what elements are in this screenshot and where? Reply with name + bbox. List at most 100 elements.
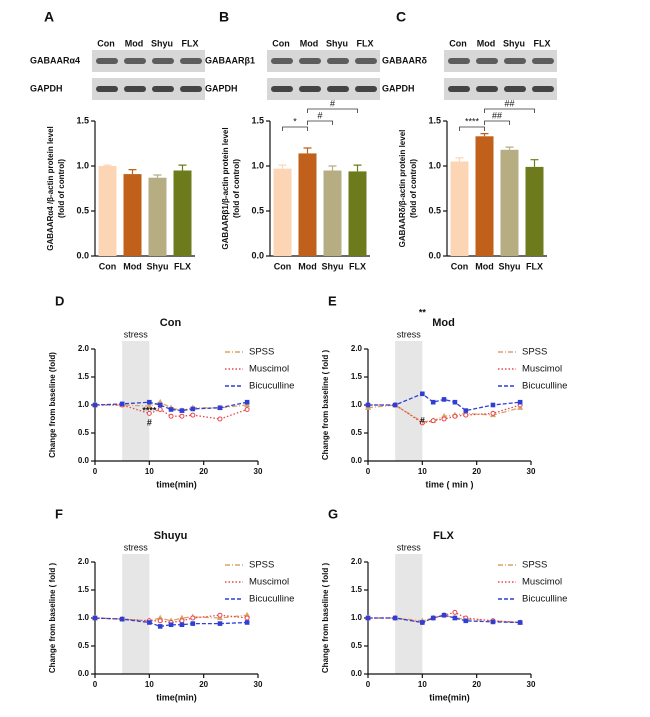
- x-tick-label: Shyu: [321, 261, 343, 271]
- series-marker: [441, 416, 447, 422]
- y-tick-label: 0.0: [78, 456, 90, 465]
- series-marker: [92, 615, 98, 621]
- series-marker: [179, 622, 185, 628]
- panel-letter: D: [55, 293, 64, 308]
- bar: [525, 166, 544, 256]
- legend-label: Bicuculline: [522, 594, 567, 605]
- series-marker: [430, 399, 436, 405]
- y-tick-label: 2.0: [78, 557, 90, 566]
- series-marker: [365, 615, 371, 621]
- significance-label: #: [420, 415, 425, 425]
- x-tick-label: Mod: [475, 261, 494, 271]
- series-marker: [147, 399, 152, 405]
- blot-row-label: GABAARβ1: [205, 55, 255, 65]
- x-axis-label: time(min): [156, 479, 197, 489]
- error-bar: [455, 157, 464, 162]
- significance-bracket: [307, 108, 358, 113]
- y-tick-label: 0.0: [251, 250, 264, 260]
- series-marker: [168, 413, 174, 419]
- x-tick-label: FLX: [349, 261, 366, 271]
- blot-image: [444, 50, 557, 72]
- series-marker: [517, 620, 523, 625]
- series-marker: [168, 622, 174, 628]
- bar: [323, 170, 342, 256]
- y-tick-label: 1.0: [428, 160, 441, 170]
- y-tick-label: 0.0: [78, 669, 90, 678]
- x-tick-label: 0: [366, 467, 371, 476]
- blot-band: [124, 58, 146, 64]
- y-tick-label: 0.5: [428, 205, 441, 215]
- blot-lane-label: Shyu: [151, 38, 173, 48]
- blot-lane-label: Mod: [477, 38, 496, 48]
- blot-band: [299, 86, 321, 92]
- y-tick-label: 0.0: [351, 456, 363, 465]
- y-axis-label: (fold of control): [232, 159, 241, 218]
- y-tick-label: 0.0: [351, 669, 363, 678]
- error-bar: [178, 164, 187, 171]
- x-tick-label: 30: [254, 467, 263, 476]
- series-marker: [463, 618, 469, 624]
- y-tick-label: 1.5: [78, 372, 90, 381]
- legend-label: Muscimol: [249, 364, 289, 375]
- blot-band: [327, 86, 349, 92]
- error-bar: [480, 133, 489, 137]
- panel-letter: A: [44, 9, 54, 25]
- blot-band: [532, 86, 554, 92]
- legend-label: SPSS: [249, 347, 274, 358]
- y-tick-label: 1.5: [428, 115, 441, 125]
- series-marker: [244, 406, 250, 412]
- x-tick-label: 10: [418, 467, 427, 476]
- series-marker: [490, 619, 496, 625]
- blot-band: [448, 58, 470, 64]
- blot-row-label: GAPDH: [205, 83, 238, 93]
- significance-bracket: [484, 108, 535, 113]
- series-marker: [157, 402, 163, 408]
- y-tick-label: 2.0: [351, 557, 363, 566]
- series-marker: [452, 609, 458, 615]
- error-bar: [303, 147, 312, 154]
- y-tick-label: 1.0: [78, 613, 90, 622]
- blot-image: [444, 78, 557, 100]
- series-marker: [217, 612, 223, 618]
- bar: [148, 177, 167, 256]
- blot-band: [476, 58, 498, 64]
- y-tick-label: 1.5: [251, 115, 264, 125]
- panel-letter: F: [55, 506, 63, 521]
- panel-letter: B: [219, 9, 229, 25]
- blot-row-label: GABAARδ: [382, 55, 427, 65]
- series-marker: [190, 615, 196, 621]
- y-tick-label: 2.0: [351, 344, 363, 353]
- y-axis-label: (fold of control): [57, 159, 66, 218]
- error-bar: [278, 164, 287, 169]
- y-axis-label: (fold of control): [409, 159, 418, 218]
- y-tick-label: 0.5: [251, 205, 264, 215]
- y-axis-label: GABAARβ1/β-actin protein level: [221, 127, 230, 249]
- x-tick-label: 20: [199, 467, 208, 476]
- y-tick-label: 0.0: [428, 250, 441, 260]
- significance-label: *: [293, 116, 297, 126]
- y-tick-label: 0.0: [76, 250, 89, 260]
- series-marker: [452, 413, 458, 419]
- series-marker: [157, 618, 163, 624]
- x-tick-label: 30: [254, 680, 263, 689]
- blot-band: [504, 58, 526, 64]
- series-marker: [179, 408, 185, 413]
- chart-title: Con: [160, 317, 182, 329]
- stress-label: stress: [124, 329, 149, 339]
- x-tick-label: 10: [418, 680, 427, 689]
- x-tick-label: FLX: [174, 261, 191, 271]
- y-tick-label: 0.5: [351, 641, 363, 650]
- stress-label: stress: [397, 542, 422, 552]
- series-marker: [146, 402, 153, 409]
- blot-band: [180, 86, 202, 92]
- x-tick-label: Con: [451, 261, 469, 271]
- blot-band: [299, 58, 321, 64]
- bar: [450, 161, 469, 256]
- legend-label: Muscimol: [522, 364, 562, 375]
- y-tick-label: 2.0: [78, 344, 90, 353]
- series-marker: [146, 410, 152, 416]
- blot-lane-label: Shyu: [326, 38, 348, 48]
- blot-row-label: GAPDH: [382, 83, 415, 93]
- series-marker: [392, 615, 398, 621]
- y-axis-label: Change from baseline ( fold ): [321, 350, 330, 461]
